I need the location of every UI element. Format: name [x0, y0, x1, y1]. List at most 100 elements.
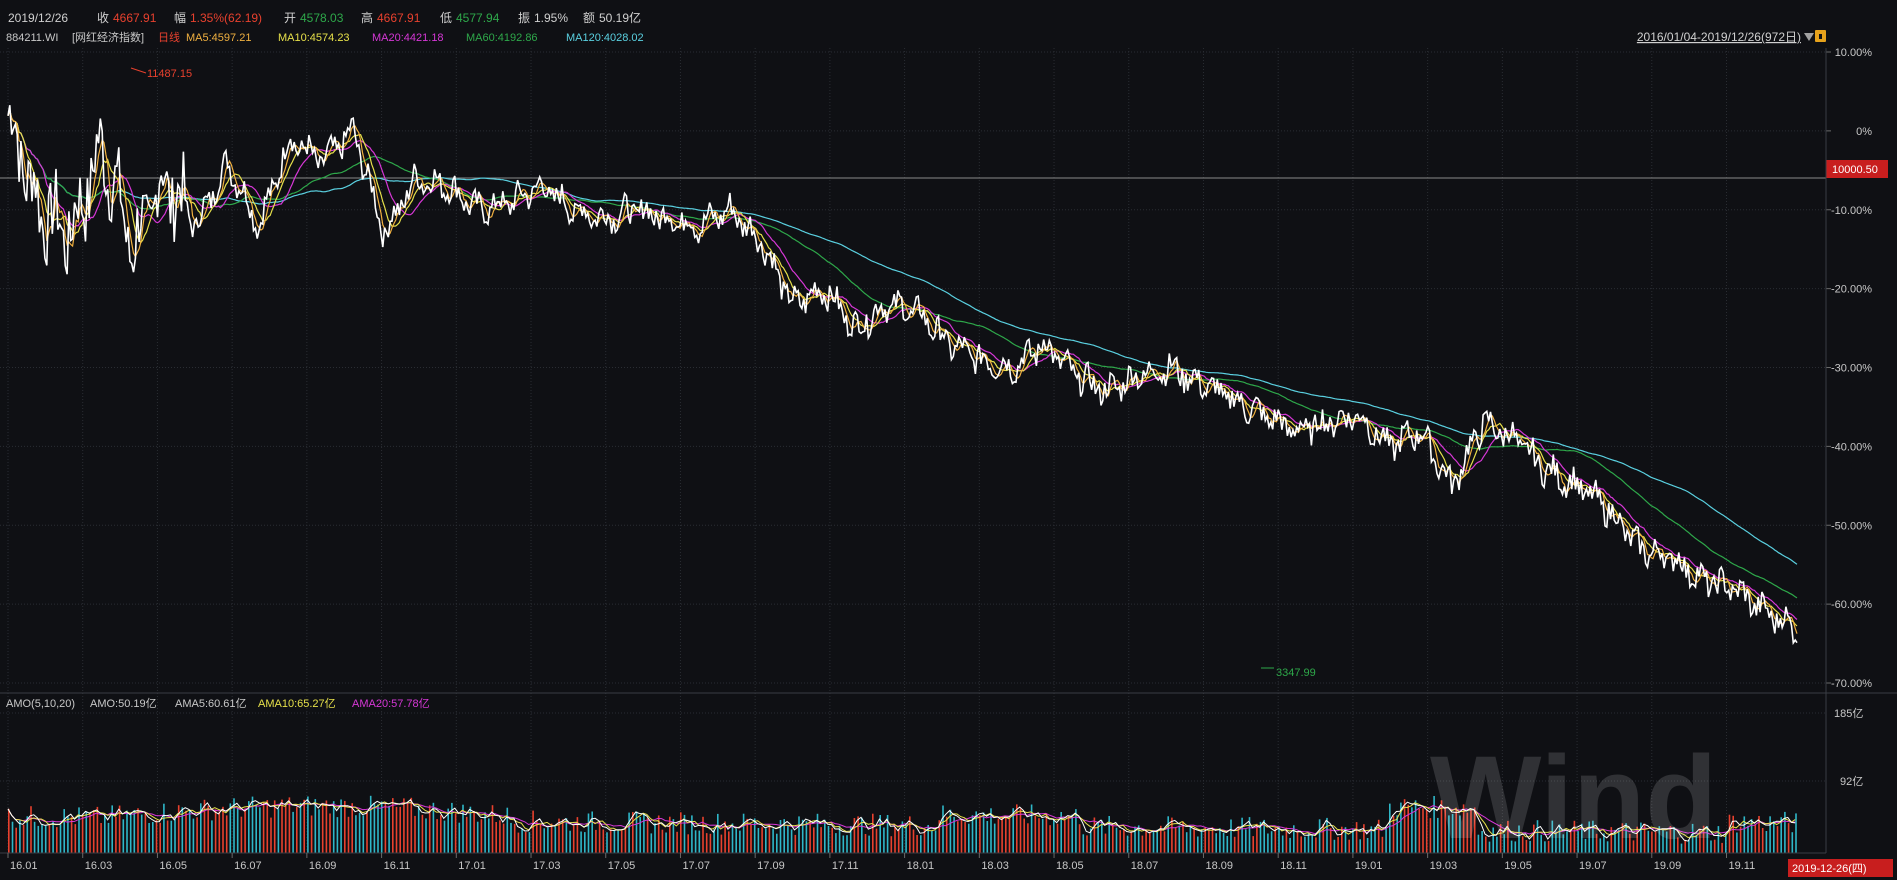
- volume-bar: [126, 810, 128, 853]
- volume-bar: [1256, 823, 1258, 853]
- ama5-value: AMA5:60.61亿: [175, 697, 247, 710]
- volume-bar: [1651, 831, 1653, 853]
- volume-bar: [1728, 814, 1731, 853]
- volume-bar: [872, 813, 874, 853]
- volume-bar: [1451, 814, 1454, 853]
- volume-bar: [122, 819, 125, 853]
- volume-bar: [776, 833, 778, 853]
- volume-bar: [251, 796, 254, 853]
- volume-bar: [1178, 825, 1181, 853]
- volume-bar: [177, 805, 180, 853]
- volume-bar: [70, 816, 73, 853]
- time-tick-label: 18.11: [1280, 860, 1307, 872]
- time-tick-label: 18.03: [981, 860, 1009, 872]
- volume-bar: [694, 830, 697, 853]
- volume-bar: [329, 813, 331, 853]
- volume-bar: [211, 820, 213, 853]
- volume-bar: [561, 819, 564, 853]
- volume-bar: [524, 832, 527, 853]
- volume-bar: [606, 832, 608, 853]
- volume-bar: [1710, 840, 1712, 853]
- volume-bar: [853, 818, 856, 853]
- volume-bar: [1056, 823, 1059, 853]
- index-name: [网红经济指数]: [72, 30, 144, 44]
- volume-bar: [676, 831, 678, 853]
- volume-bar: [654, 823, 656, 853]
- volume-bar: [1566, 831, 1568, 853]
- volume-bar: [1285, 827, 1288, 853]
- volume-bar: [499, 820, 501, 853]
- volume-bar: [757, 828, 760, 853]
- period-label: 日线: [158, 30, 180, 44]
- volume-bar: [96, 806, 99, 853]
- volume-bar: [1673, 827, 1675, 853]
- volume-bar: [1488, 841, 1491, 853]
- volume-bar: [916, 835, 918, 853]
- volume-bar: [281, 799, 283, 853]
- volume-bar: [1389, 803, 1391, 853]
- volume-bar: [321, 802, 324, 853]
- lock-icon[interactable]: [1815, 30, 1826, 42]
- volume-bar: [598, 820, 601, 853]
- volume-bar: [565, 818, 568, 853]
- volume-bar: [1296, 832, 1299, 853]
- volume-bar: [1562, 834, 1565, 853]
- volume-bar: [148, 823, 150, 853]
- volume-bar: [787, 825, 789, 853]
- quote-date: 2019/12/26: [8, 11, 68, 25]
- volume-bar: [188, 810, 191, 853]
- volume-bar: [1503, 834, 1505, 853]
- date-range-text[interactable]: 2016/01/04-2019/12/26(972日): [1637, 30, 1801, 44]
- volume-bar: [931, 830, 933, 853]
- volume-bar: [920, 835, 922, 853]
- time-tick-label: 18.01: [907, 860, 935, 872]
- high-label: 高: [361, 10, 373, 25]
- volume-bar: [1743, 816, 1746, 853]
- volume-bar: [1773, 821, 1775, 853]
- volume-bar: [406, 803, 409, 853]
- volume-bar: [609, 829, 612, 853]
- volume-bar: [938, 820, 941, 853]
- volume-bar: [1108, 816, 1110, 853]
- volume-bar: [1215, 833, 1217, 853]
- volume-bar: [1005, 816, 1007, 853]
- volume-bar: [488, 818, 490, 853]
- price-axis: 10.00% 0% -10.00% -20.00% -30.00% -40.00% -50.…: [1826, 47, 1872, 690]
- time-tick-label: 19.03: [1430, 860, 1458, 872]
- volume-bar: [100, 823, 102, 853]
- volume-bar: [325, 800, 328, 853]
- volume-bar: [111, 805, 113, 853]
- volume-bar: [572, 825, 575, 853]
- volume-bar: [1625, 823, 1627, 853]
- volume-bar: [827, 826, 830, 853]
- volume-bar: [971, 815, 974, 853]
- volume-bar: [41, 824, 43, 853]
- volume-bar: [1411, 807, 1413, 853]
- volume-bar: [1440, 800, 1443, 853]
- volume-bar: [1569, 829, 1572, 853]
- volume-bar: [1588, 821, 1590, 853]
- volume-bar: [1366, 838, 1369, 853]
- volume-bar: [1016, 804, 1018, 853]
- volume-bar: [1315, 837, 1317, 853]
- volume-bar: [454, 813, 457, 853]
- quote-header: 2019/12/26 收 4667.91 幅 1.35%(62.19) 开 45…: [8, 10, 641, 25]
- volume-bar: [81, 815, 84, 853]
- volume-bar: [225, 815, 228, 853]
- volume-bar: [310, 815, 313, 853]
- volume-bar: [1610, 827, 1613, 853]
- dropdown-triangle-icon[interactable]: [1804, 33, 1814, 41]
- volume-bar: [717, 813, 719, 853]
- price-tick-label: -30.00%: [1831, 363, 1872, 375]
- svg-text:3347.99: 3347.99: [1276, 667, 1316, 679]
- volume-bar: [366, 812, 368, 853]
- legend-ma5: MA5:4597.21: [186, 32, 251, 44]
- time-tick-label: 17.09: [757, 860, 785, 872]
- volume-bar: [1533, 824, 1535, 853]
- volume-bar: [794, 834, 797, 853]
- open-label: 开: [284, 11, 296, 25]
- volume-bar: [968, 823, 970, 853]
- volume-bar: [997, 818, 1000, 853]
- volume-bar: [1595, 833, 1598, 853]
